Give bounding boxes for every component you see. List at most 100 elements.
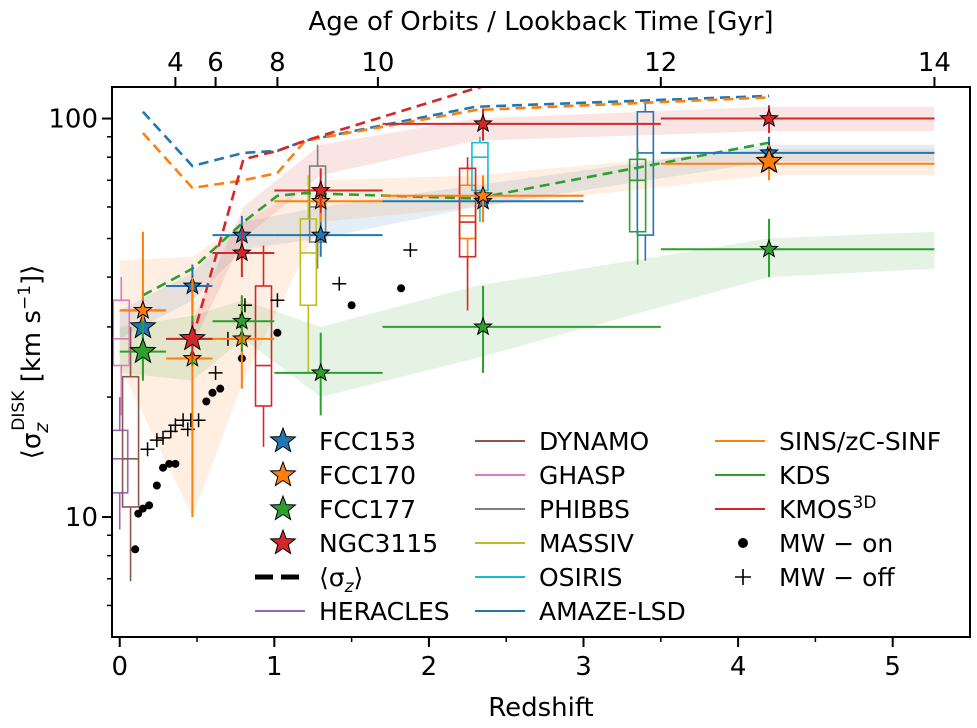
- top-tick-label: 12: [644, 48, 677, 78]
- legend-label: MW − on: [779, 529, 893, 558]
- legend-label: HERACLES: [319, 597, 450, 626]
- highlight-ngc3115: [178, 324, 207, 351]
- legend-label-sup: 3D: [853, 493, 877, 513]
- point-ngc3115: [473, 113, 493, 133]
- legend-label: OSIRIS: [539, 563, 623, 592]
- mw-on-point: [165, 459, 174, 468]
- legend-label-text: HERACLES: [319, 597, 450, 626]
- legend-label: MASSIV: [539, 529, 634, 558]
- y-title-units: [km s: [17, 310, 47, 391]
- mw-on-point: [138, 504, 147, 513]
- mw-on-point: [216, 384, 225, 393]
- mw-on-point: [347, 301, 356, 310]
- x-tick-label: 0: [111, 652, 128, 682]
- mw-on-point: [208, 388, 217, 397]
- mw-on-point: [397, 284, 406, 293]
- legend-label: DYNAMO: [539, 427, 649, 456]
- box-heracles: [112, 429, 129, 494]
- point-fcc177: [759, 238, 779, 258]
- top-tick-label: 4: [167, 48, 184, 78]
- legend-label-text: KMOS: [779, 495, 853, 524]
- legend-label: SINS/zC-SINF: [779, 427, 941, 456]
- mw-off-point: [270, 293, 285, 308]
- point-fcc170: [133, 299, 153, 319]
- y-title-sup: DISK: [9, 390, 29, 431]
- x-tick-label: 5: [884, 652, 901, 682]
- legend-marker-plus: [735, 569, 751, 585]
- legend-label-text: OSIRIS: [539, 563, 623, 592]
- top-tick-label: 14: [918, 48, 951, 78]
- mw-on-point: [159, 463, 168, 472]
- box-osiris: [471, 141, 489, 192]
- legend-label-text: FCC153: [319, 427, 416, 456]
- box-kmos3d-2: [458, 167, 477, 258]
- box-massiv: [299, 218, 318, 307]
- legend-marker-star: [269, 494, 297, 521]
- x-axis-title: Redshift: [488, 693, 594, 723]
- box-amaze-lsd: [636, 110, 655, 236]
- axes: [111, 86, 971, 638]
- legend-label: FCC170: [319, 461, 416, 490]
- band-ngc3115: [192, 106, 935, 346]
- top-tick-label: 10: [361, 48, 394, 78]
- mw-on-point: [152, 481, 161, 490]
- legend-label-text: MW − off: [779, 563, 895, 592]
- y-axis-title: ⟨σzDISK [km s−1]⟩: [9, 265, 53, 460]
- highlight-fcc177: [129, 337, 157, 364]
- point-fcc153: [310, 224, 331, 244]
- legend-label-text: MW − on: [779, 529, 893, 558]
- mw-off-point: [168, 418, 183, 433]
- point-fcc177: [231, 310, 252, 330]
- mw-off-point: [403, 242, 418, 257]
- mw-on-point: [131, 545, 140, 554]
- band-fcc153: [119, 144, 935, 339]
- x-tick-label: 4: [730, 652, 747, 682]
- legend-label-text: FCC177: [319, 495, 416, 524]
- legend-marker-dot: [738, 538, 748, 548]
- x-tick-label: 3: [575, 652, 592, 682]
- shaded-bands: [119, 106, 935, 517]
- mw-on-point: [202, 397, 211, 406]
- legend-label-text: FCC170: [319, 461, 416, 490]
- legend-label: PHIBBS: [539, 495, 630, 524]
- legend-label-text: AMAZE-LSD: [539, 597, 686, 626]
- mw-off-point: [191, 413, 206, 428]
- legend-label-text: ⟨σ: [319, 563, 345, 592]
- mw-off-point: [237, 298, 252, 313]
- mw-off-point: [156, 430, 171, 445]
- mw-off-point: [149, 433, 164, 448]
- legend-label-text: NGC3115: [319, 529, 438, 558]
- box-phibbs: [308, 165, 327, 243]
- mw-on-point: [273, 328, 282, 337]
- box-ghasp: [112, 299, 131, 367]
- point-ngc3115: [231, 242, 252, 262]
- legend-label-text: MASSIV: [539, 529, 634, 558]
- y-tick-label: 100: [48, 105, 98, 135]
- legend-label: NGC3115: [319, 529, 438, 558]
- legend-label-text: PHIBBS: [539, 495, 630, 524]
- highlight-fcc170: [755, 147, 783, 174]
- legend-label: KMOS3D: [779, 493, 876, 524]
- mw-off-point: [140, 442, 155, 457]
- legend-marker-star: [269, 426, 297, 453]
- legend-marker-star: [269, 528, 297, 555]
- legend: FCC153FCC170FCC177NGC3115⟨σz⟩HERACLESDYN…: [255, 426, 941, 626]
- mw-off-point: [332, 276, 347, 291]
- legend-label: AMAZE-LSD: [539, 597, 686, 626]
- point-fcc170: [473, 185, 493, 205]
- legend-label: MW − off: [779, 563, 895, 592]
- legend-label-text: KDS: [779, 461, 831, 490]
- point-ngc3115: [759, 108, 779, 127]
- box-kmos3d: [254, 285, 273, 407]
- survey-boxes: [112, 102, 655, 582]
- legend-label-sub: z: [344, 577, 355, 597]
- y-title-close: ]⟩: [17, 265, 47, 285]
- legend-label-text: SINS/zC-SINF: [779, 427, 941, 456]
- legend-label: GHASP: [539, 461, 625, 490]
- y-title-sub: z: [31, 422, 53, 434]
- top-axis-title: Age of Orbits / Lookback Time [Gyr]: [308, 7, 773, 37]
- box-dynamo: [121, 375, 140, 508]
- legend-label: FCC153: [319, 427, 416, 456]
